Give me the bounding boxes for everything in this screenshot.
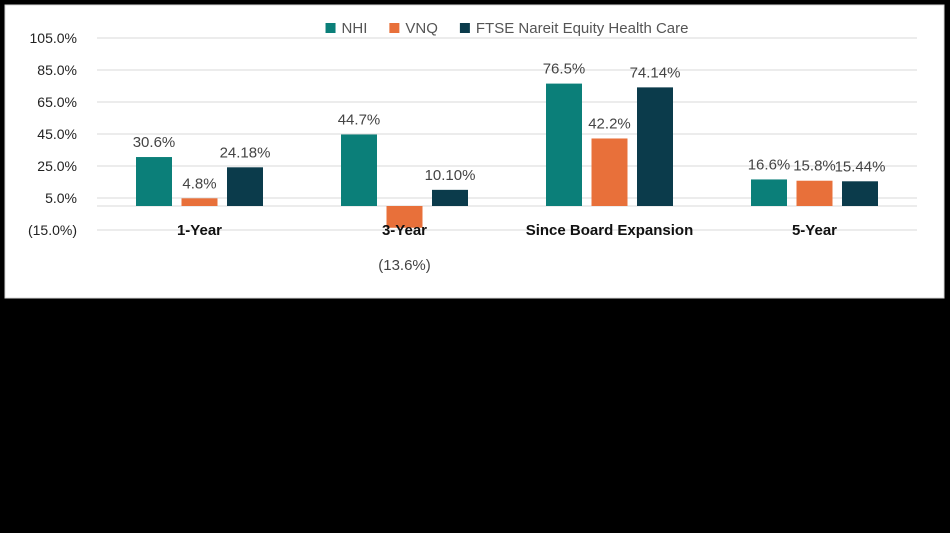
data-labels: 30.6% 4.8%24.18% 44.7% (13.6%) 10.10% 76.5% 42… xyxy=(133,61,886,274)
y-tick-label: 105.0% xyxy=(30,30,77,46)
legend-item: FTSE Nareit Equity Health Care xyxy=(459,20,689,37)
legend-label: VNQ xyxy=(405,20,438,37)
bar-ftse-nareit-equity-health-care-3-year xyxy=(432,189,468,206)
data-label: 76.5% xyxy=(543,61,586,78)
data-label: 30.6% xyxy=(133,134,176,151)
x-category-label: Since Board Expansion xyxy=(526,222,694,239)
y-axis: 105.0% 85.0% 65.0% 45.0% 25.0% 5.0% (15.0%) xyxy=(28,30,77,238)
data-label: 15.8% xyxy=(793,158,836,175)
bar-ftse-nareit-equity-health-care-since-board-expansion xyxy=(637,87,673,206)
x-category-label: 1-Year xyxy=(177,222,222,239)
legend-label: NHI xyxy=(342,20,368,37)
data-label: 44.7% xyxy=(338,111,381,128)
legend-label: FTSE Nareit Equity Health Care xyxy=(476,20,689,37)
y-tick-label: (15.0%) xyxy=(28,222,77,238)
legend-item: VNQ xyxy=(389,20,438,37)
bar-ftse-nareit-equity-health-care-1-year xyxy=(227,167,263,206)
legend: NHI VNQ FTSE Nareit Equity Health Care xyxy=(325,20,689,37)
chart-panel xyxy=(4,4,945,299)
y-tick-label: 25.0% xyxy=(37,158,77,174)
data-label: 42.2% xyxy=(588,115,631,132)
data-label: (13.6%) xyxy=(378,257,431,274)
bar-vnq-5-year xyxy=(796,180,833,206)
legend-swatch xyxy=(325,23,336,33)
bar-vnq-3-year xyxy=(386,206,423,228)
x-category-label: 3-Year xyxy=(382,222,427,239)
data-label: 10.10% xyxy=(425,167,476,184)
y-tick-label: 65.0% xyxy=(37,94,77,110)
bar-ftse-nareit-equity-health-care-5-year xyxy=(842,181,878,206)
bar-vnq-since-board-expansion xyxy=(591,138,628,206)
x-category-label: 5-Year xyxy=(792,222,837,239)
data-label: 4.8% xyxy=(182,175,216,192)
y-tick-label: 5.0% xyxy=(45,190,77,206)
data-label: 24.18% xyxy=(220,144,271,161)
data-label: 16.6% xyxy=(748,156,791,173)
data-label: 74.14% xyxy=(630,64,681,81)
data-label: 15.44% xyxy=(835,158,886,175)
bar-nhi-1-year xyxy=(136,157,172,206)
y-tick-label: 45.0% xyxy=(37,126,77,142)
bar-nhi-5-year xyxy=(751,179,787,206)
bar-nhi-since-board-expansion xyxy=(546,83,582,206)
legend-swatch xyxy=(459,23,470,33)
bars xyxy=(136,83,878,228)
legend-swatch xyxy=(389,23,400,33)
bar-vnq-1-year xyxy=(181,198,218,206)
bar-nhi-3-year xyxy=(341,134,377,206)
legend-item: NHI xyxy=(325,20,368,37)
y-tick-label: 85.0% xyxy=(37,62,77,78)
x-axis: 1-Year 3-Year Since Board Expansion 5-Year xyxy=(177,222,837,239)
